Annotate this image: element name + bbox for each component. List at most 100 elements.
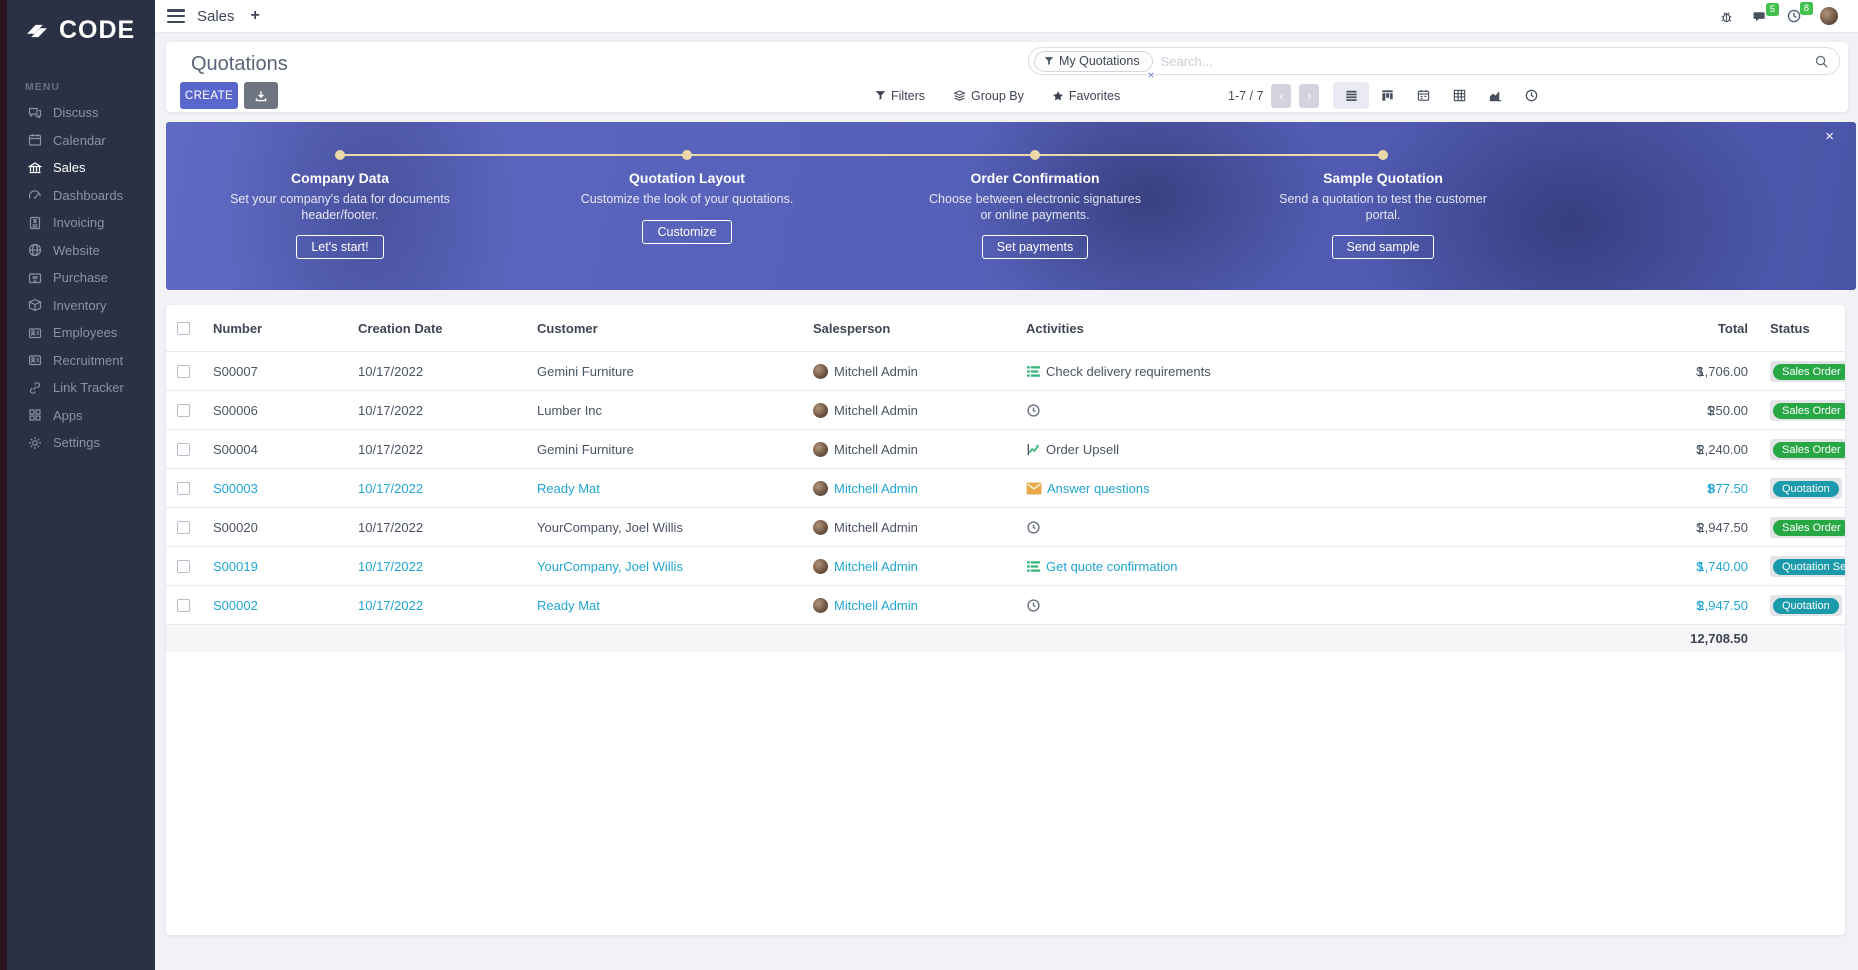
- sidebar-item-purchase[interactable]: Purchase: [7, 264, 155, 292]
- search-facet-my-quotations[interactable]: My Quotations ×: [1034, 50, 1155, 82]
- graph-view-button[interactable]: [1477, 82, 1513, 109]
- header-total[interactable]: Total: [1717, 320, 1748, 336]
- menu-section-label: MENU: [25, 81, 60, 93]
- banner-close-icon[interactable]: ×: [1825, 128, 1834, 145]
- favorites-button[interactable]: Favorites: [1052, 89, 1120, 103]
- lets-start-button[interactable]: Let's start!: [296, 235, 384, 260]
- table-row[interactable]: S00002 10/17/2022 Ready Mat Mitchell Adm…: [166, 585, 1845, 624]
- sidebar-item-label: Purchase: [53, 270, 108, 286]
- row-checkbox[interactable]: [176, 520, 190, 534]
- send-sample-button[interactable]: Send sample: [1331, 235, 1435, 260]
- row-checkbox[interactable]: [176, 598, 190, 612]
- header-activities[interactable]: Activities: [1026, 320, 1084, 336]
- row-checkbox[interactable]: [176, 364, 190, 378]
- filters-button[interactable]: Filters: [875, 89, 925, 103]
- sidebar-item-apps[interactable]: Apps: [7, 402, 155, 430]
- header-salesperson[interactable]: Salesperson: [813, 320, 891, 336]
- calendar-view-button[interactable]: [1405, 82, 1441, 109]
- group-by-button[interactable]: Group By: [953, 89, 1024, 103]
- messages-count-badge: 5: [1765, 2, 1779, 16]
- sidebar-item-label: Inventory: [53, 297, 107, 313]
- sidebar-item-label: Recruitment: [53, 352, 124, 368]
- activity-label[interactable]: Get quote confirmation: [1046, 558, 1178, 574]
- table-row[interactable]: S00020 10/17/2022 YourCompany, Joel Will…: [166, 507, 1845, 546]
- cell-number: S00007: [213, 363, 258, 379]
- activity-view-button[interactable]: [1513, 82, 1549, 109]
- header-customer[interactable]: Customer: [537, 320, 598, 336]
- table-row[interactable]: S00003 10/17/2022 Ready Mat Mitchell Adm…: [166, 468, 1845, 507]
- select-all-checkbox[interactable]: [176, 321, 190, 335]
- table-row[interactable]: S00007 10/17/2022 Gemini Furniture Mitch…: [166, 351, 1845, 390]
- sidebar-item-settings[interactable]: Settings: [7, 429, 155, 457]
- star-icon: [1052, 90, 1063, 100]
- activity-view-icon: [1525, 89, 1537, 102]
- user-avatar[interactable]: [1820, 7, 1838, 25]
- sidebar-item-sales[interactable]: Sales: [7, 154, 155, 182]
- cell-creation-date: 10/17/2022: [358, 402, 424, 418]
- table-row[interactable]: S00006 10/17/2022 Lumber Inc Mitchell Ad…: [166, 390, 1845, 429]
- sidebar: CODE MENU Discuss Calendar Sales Dashboa…: [7, 0, 155, 970]
- pivot-view-button[interactable]: [1441, 82, 1477, 109]
- messages-icon[interactable]: 5: [1752, 2, 1779, 24]
- clock-activity-icon[interactable]: [1026, 403, 1041, 418]
- search-bar[interactable]: My Quotations ×: [1028, 47, 1840, 82]
- search-icon[interactable]: [1814, 54, 1829, 69]
- sidebar-item-employees[interactable]: Employees: [7, 319, 155, 347]
- activity-label[interactable]: Check delivery requirements: [1046, 363, 1211, 379]
- clock-activity-icon[interactable]: [1026, 598, 1041, 613]
- customize-button[interactable]: Customize: [642, 219, 732, 244]
- sidebar-item-link-tracker[interactable]: Link Tracker: [7, 374, 155, 402]
- search-input[interactable]: [1152, 53, 1814, 69]
- hamburger-menu-icon[interactable]: [167, 9, 185, 23]
- export-button[interactable]: [244, 82, 278, 109]
- row-checkbox[interactable]: [176, 442, 190, 456]
- list-view-button[interactable]: [1333, 82, 1369, 109]
- page-title: Quotations: [191, 53, 288, 75]
- row-checkbox[interactable]: [176, 481, 190, 495]
- table-row[interactable]: S00004 10/17/2022 Gemini Furniture Mitch…: [166, 429, 1845, 468]
- status-badge: Quotation: [1773, 480, 1839, 497]
- sidebar-item-label: Invoicing: [53, 215, 105, 231]
- debug-bug-icon[interactable]: [1719, 9, 1734, 24]
- activity-clock-icon[interactable]: 8: [1786, 2, 1813, 24]
- pager-previous-button[interactable]: ‹: [1271, 83, 1292, 108]
- sidebar-item-inventory[interactable]: Inventory: [7, 292, 155, 320]
- table-row[interactable]: S00019 10/17/2022 YourCompany, Joel Will…: [166, 546, 1845, 585]
- systray: 5 8: [1719, 2, 1858, 25]
- header-status[interactable]: Status: [1770, 320, 1810, 336]
- activity-label[interactable]: Order Upsell: [1046, 441, 1119, 457]
- pager-next-button[interactable]: ›: [1299, 83, 1320, 108]
- row-checkbox[interactable]: [176, 403, 190, 417]
- row-checkbox[interactable]: [176, 559, 190, 573]
- sidebar-item-label: Settings: [53, 435, 100, 451]
- activity-label[interactable]: Answer questions: [1047, 480, 1150, 496]
- link-icon: [29, 382, 41, 394]
- kanban-view-button[interactable]: [1369, 82, 1405, 109]
- header-creation-date[interactable]: Creation Date: [358, 320, 443, 336]
- new-tab-button[interactable]: +: [250, 7, 260, 24]
- set-payments-button[interactable]: Set payments: [981, 235, 1089, 260]
- brand-logo[interactable]: CODE: [7, 0, 155, 55]
- remove-facet-icon[interactable]: ×: [1147, 67, 1155, 82]
- sidebar-item-label: Discuss: [53, 105, 99, 121]
- gear-icon: [29, 436, 41, 449]
- recruitment-icon: [28, 355, 42, 366]
- control-panel: Quotations CREATE My Quotations × Filter…: [166, 42, 1848, 112]
- sidebar-item-invoicing[interactable]: Invoicing: [7, 209, 155, 237]
- dashboards-icon: [28, 190, 41, 200]
- sidebar-item-dashboards[interactable]: Dashboards: [7, 182, 155, 210]
- sidebar-item-label: Employees: [53, 325, 118, 341]
- discuss-icon: [28, 107, 42, 119]
- header-number[interactable]: Number: [213, 320, 263, 336]
- sidebar-item-recruitment[interactable]: Recruitment: [7, 347, 155, 375]
- sidebar-item-calendar[interactable]: Calendar: [7, 127, 155, 155]
- cell-creation-date: 10/17/2022: [358, 558, 424, 574]
- topbar-app-name[interactable]: Sales: [197, 7, 235, 25]
- purchase-icon: [28, 273, 42, 283]
- sidebar-item-website[interactable]: Website: [7, 237, 155, 265]
- clock-activity-icon[interactable]: [1026, 520, 1041, 535]
- sidebar-item-discuss[interactable]: Discuss: [7, 99, 155, 127]
- cell-number: S00019: [213, 558, 258, 574]
- salesperson-avatar: [813, 480, 828, 496]
- create-button[interactable]: CREATE: [180, 82, 238, 109]
